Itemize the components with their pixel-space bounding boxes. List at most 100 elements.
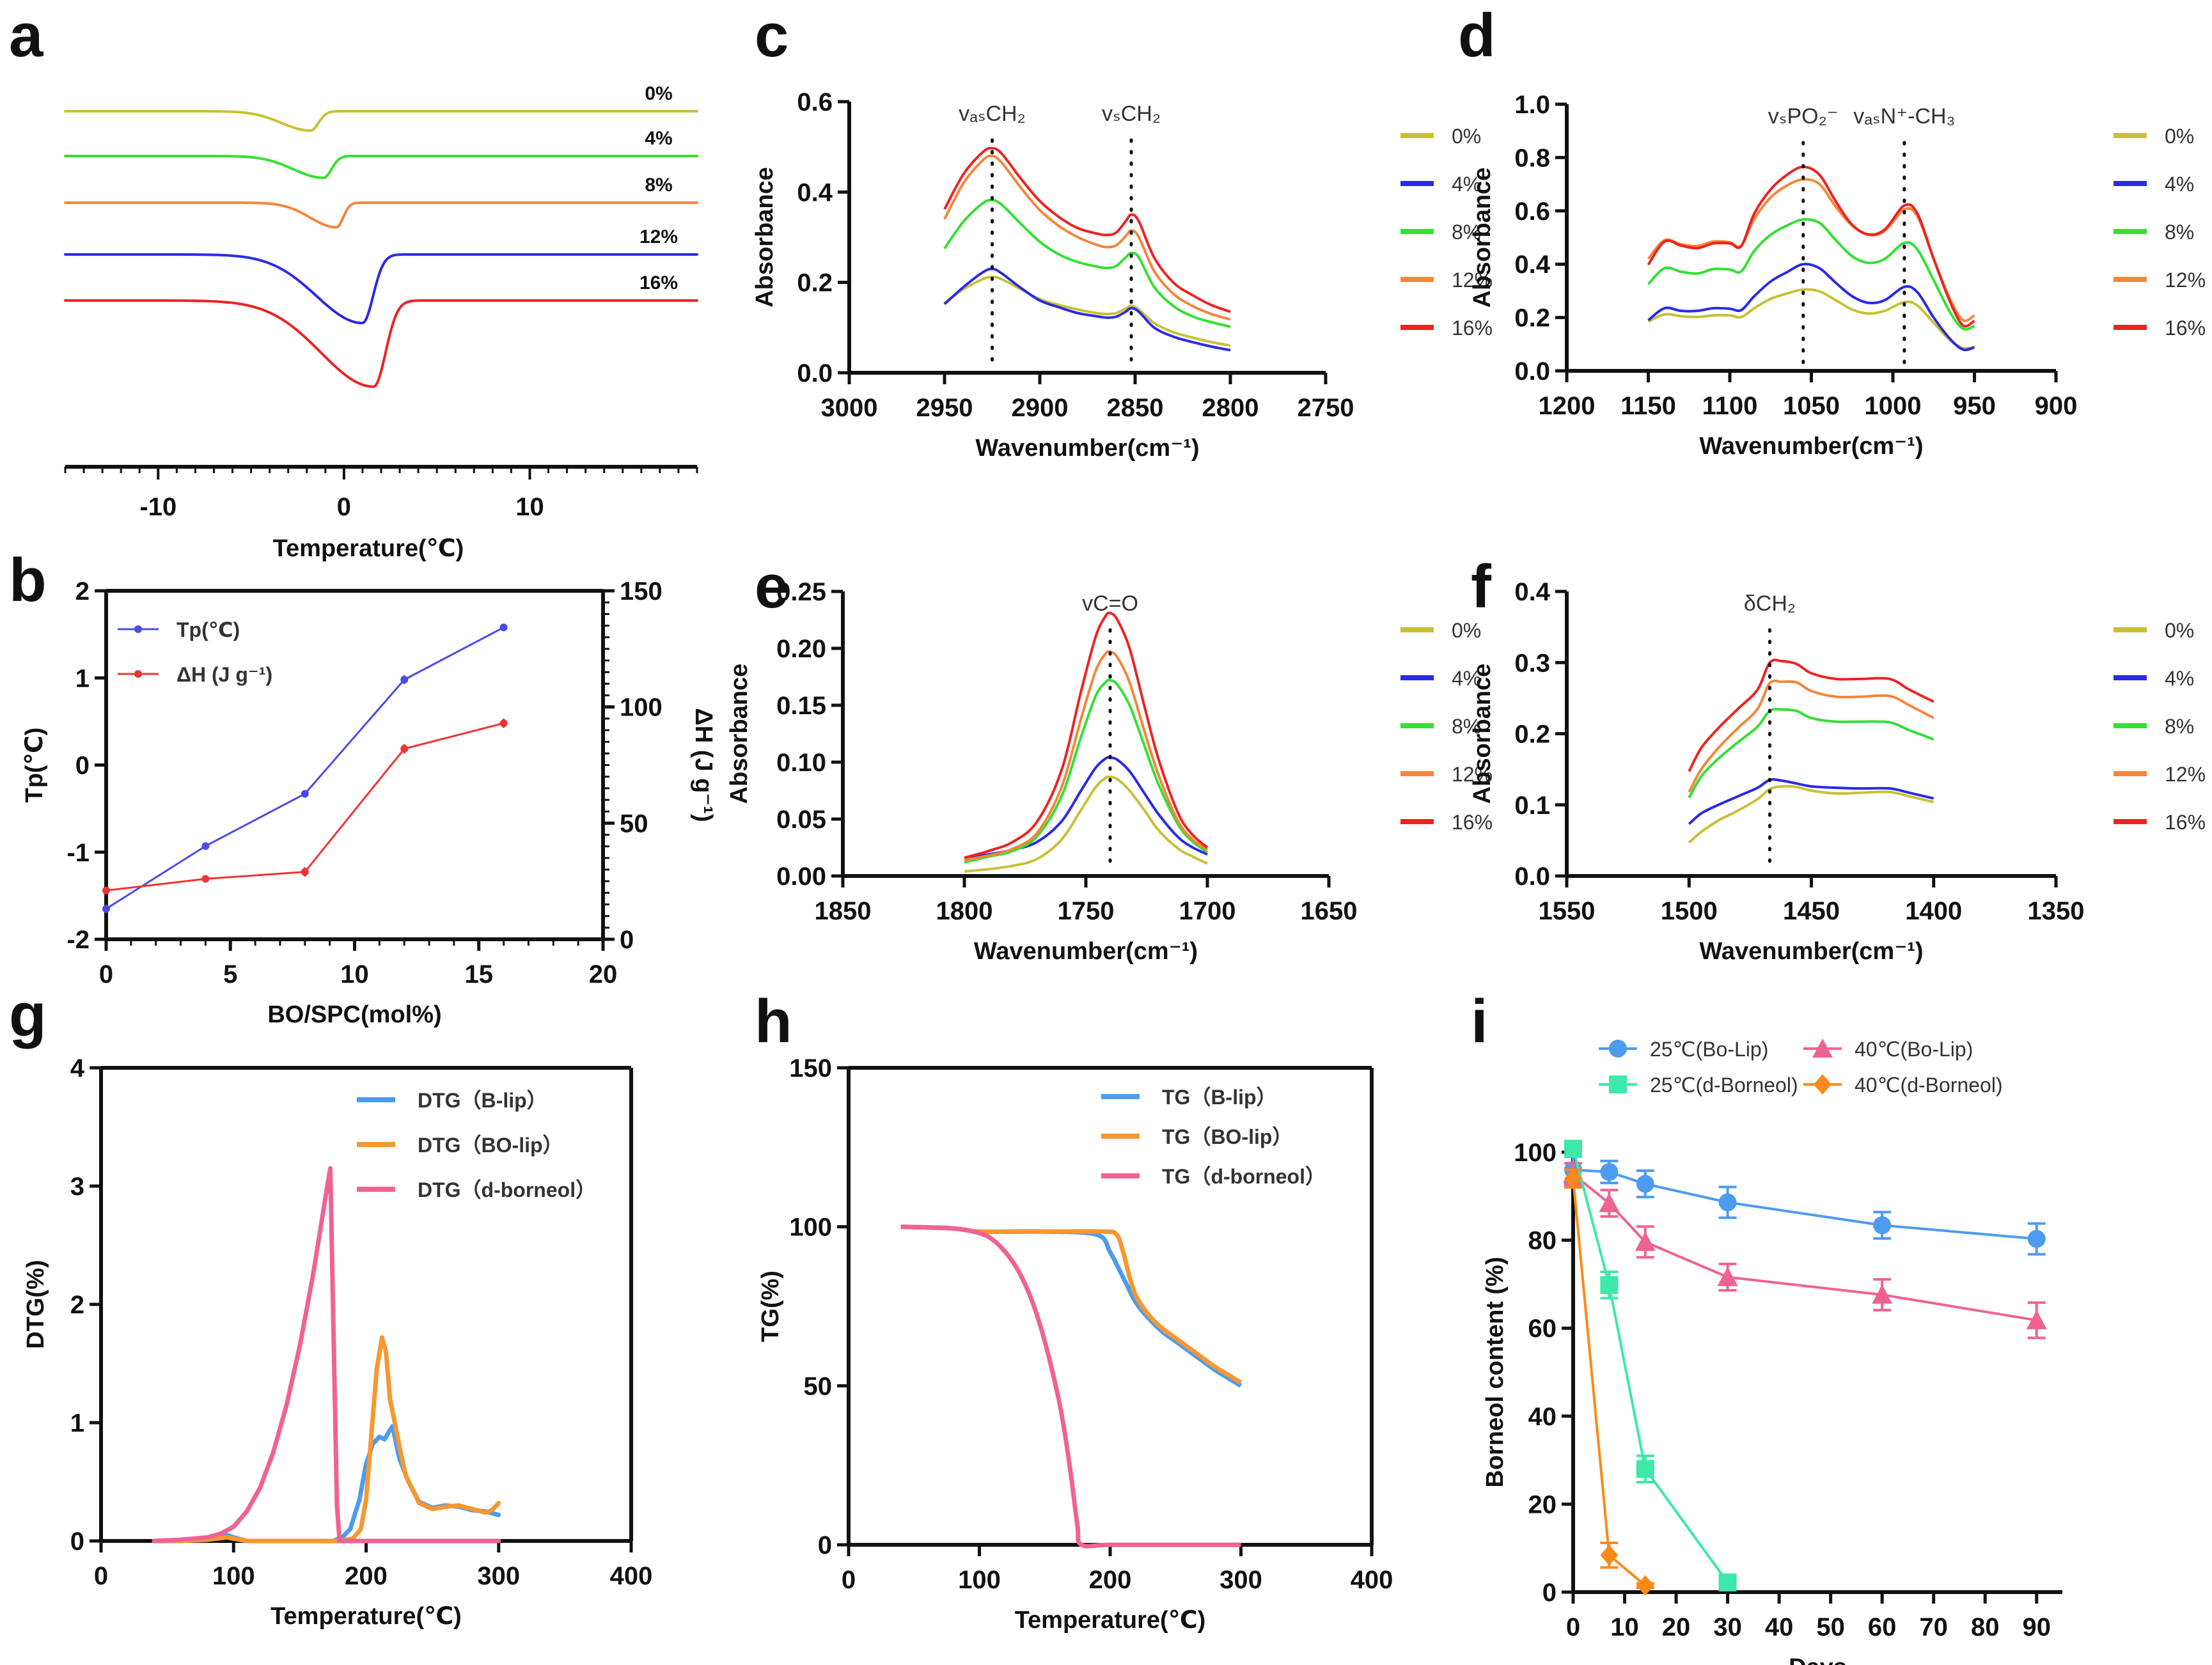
y-axis-title: DTG(%) — [22, 1260, 49, 1348]
x-tick-label: 0 — [1566, 1613, 1580, 1641]
data-point — [400, 745, 409, 753]
y-tick-label: 0.1 — [1514, 792, 1550, 820]
dsc-curve-4pct — [64, 155, 698, 180]
legend-label: 4% — [1452, 667, 1481, 690]
y-tick-label: 0.2 — [797, 269, 833, 297]
marker-diamond — [1814, 1074, 1832, 1095]
marker-diamond — [1600, 1545, 1619, 1566]
marker-square — [1564, 1139, 1582, 1158]
spectrum-12pct — [1647, 178, 1975, 322]
y-tick-label: 40 — [1528, 1403, 1557, 1431]
x-tick-label: 100 — [212, 1562, 255, 1590]
x-tick-label: 1000 — [1865, 392, 1922, 420]
panel-letter-a: a — [9, 1, 43, 70]
data-point — [201, 875, 210, 883]
legend-label: 4% — [1452, 173, 1481, 196]
x-tick-label: 1750 — [1058, 897, 1115, 925]
legend-c: 0% 4% 8% 12% 16% — [1400, 125, 1493, 340]
dsc-curve-0pct — [64, 110, 698, 132]
y-tick-label: 0 — [1542, 1579, 1557, 1607]
data-point — [499, 719, 508, 728]
x-tick-label: 1350 — [2028, 897, 2085, 925]
y-right-tick-label: 150 — [620, 577, 663, 606]
y-tick-label: 150 — [789, 1054, 832, 1083]
series-line-1 — [1572, 1173, 2038, 1322]
x-tick-label: 10 — [1610, 1613, 1639, 1641]
marker-circle — [1718, 1193, 1737, 1212]
spectrum-0pct — [943, 276, 1231, 347]
legend-label: 4% — [2165, 173, 2194, 196]
spectrum-16pct — [1688, 659, 1934, 772]
legend-label: DTG（B-lip） — [418, 1089, 547, 1112]
spectrum-12pct — [964, 650, 1209, 862]
legend-marker — [134, 670, 142, 678]
x-tick-label: 0 — [94, 1562, 108, 1590]
legend-f: 0% 4% 8% 12% 16% — [2114, 619, 2206, 834]
x-tick-label: 60 — [1868, 1613, 1897, 1641]
legend-label: 40℃(d-Borneol) — [1855, 1074, 2003, 1097]
x-tick-label: 2950 — [916, 394, 973, 422]
y-axis-title: Absorbance — [1469, 168, 1496, 308]
marker-diamond — [1636, 1575, 1654, 1596]
y-tick-label: 0.0 — [1514, 357, 1550, 386]
marker-square — [1636, 1460, 1654, 1478]
panel-f-axes: 1550 1500 1450 1400 1350 0.0 0.1 0.2 0.3 0.4 Waven… — [1469, 578, 2084, 965]
x-tick-label: 1500 — [1661, 897, 1718, 925]
legend-label: 16% — [1452, 317, 1493, 340]
spectrum-16pct — [943, 146, 1231, 313]
x-tick-label: 5 — [223, 960, 237, 989]
marker-square — [1609, 1075, 1627, 1093]
y-tick-label: 4 — [70, 1054, 85, 1083]
data-point — [400, 675, 409, 684]
y-tick-label: 1 — [75, 664, 90, 692]
y-right-tick-label: 100 — [620, 694, 663, 722]
tg-curve-2 — [900, 1224, 1241, 1549]
legend-d: 0% 4% 8% 12% 16% — [2114, 125, 2206, 340]
x-tick-label: 10 — [515, 493, 544, 521]
spectrum-8pct — [1647, 217, 1975, 331]
panel-d-axes: 1200 1150 1100 1050 1000 950 900 0.0 0.2 0.4 0.6 0.… — [1469, 91, 2077, 460]
panel-h-series: TG（B-lip） TG（BO-lip） TG（d-borneol） — [900, 1086, 1326, 1549]
y-tick-label: 0.6 — [1514, 198, 1550, 226]
y-axis-title: Absorbance — [726, 664, 753, 804]
panel-b-chart: 0 50 100 150 ΔH (J g⁻¹) Tp(℃) ΔH (J g⁻¹) — [102, 577, 717, 954]
x-tick-label: 300 — [1220, 1566, 1262, 1594]
peak-annotation: vₛPO₂⁻ — [1768, 104, 1839, 129]
x-tick-label: 900 — [2035, 392, 2078, 420]
legend-label: 12% — [2165, 763, 2206, 786]
data-point — [102, 886, 110, 895]
x-tick-label: 1850 — [815, 897, 872, 925]
legend-label: 0% — [1452, 619, 1481, 642]
y-tick-label: 0.2 — [1514, 304, 1550, 332]
panel-a-chart: -10 0 10 Temperature(℃) 0% 4% 8% 12% 16% — [64, 83, 698, 562]
x-tick-label: 2800 — [1202, 394, 1259, 422]
x-tick-label: 1550 — [1539, 897, 1596, 925]
panel-b-axes: 0 5 10 15 20 -2 -1 0 1 2 BO/SPC(mol%) Tp(℃) — [21, 577, 617, 1028]
y-right-tick-label: 0 — [620, 926, 634, 954]
spectrum-16pct — [964, 611, 1209, 859]
panel-e-axes: 1850 1800 1750 1700 1650 0.00 0.05 0.10 0.15 0.20… — [726, 578, 1357, 965]
spectrum-8pct — [1688, 708, 1934, 799]
x-axis-title: Temperature(℃) — [271, 1603, 462, 1630]
spectrum-0pct — [964, 775, 1208, 873]
marker-triangle — [2026, 1309, 2047, 1329]
marker-triangle — [1872, 1284, 1893, 1304]
series-label: 0% — [645, 83, 672, 104]
x-tick-label: 300 — [477, 1562, 520, 1590]
y-tick-label: 0.00 — [776, 863, 826, 891]
y-tick-label: 1 — [70, 1409, 84, 1437]
y-axis-title: TG(%) — [757, 1270, 784, 1342]
series-label: 12% — [639, 226, 678, 247]
legend-h: TG（B-lip） TG（BO-lip） TG（d-borneol） — [1101, 1086, 1326, 1188]
dtg-curve-0 — [152, 1424, 501, 1544]
legend-label: 16% — [2165, 811, 2206, 834]
legend-label: 0% — [2165, 619, 2194, 642]
x-axis-title: Temperature(℃) — [1015, 1607, 1206, 1634]
dsc-curve-12pct — [64, 253, 698, 325]
legend-label: TG（d-borneol） — [1162, 1165, 1326, 1188]
spectrum-8pct — [964, 678, 1209, 864]
x-tick-label: 200 — [345, 1562, 388, 1590]
x-tick-label: 2900 — [1012, 394, 1069, 422]
marker-triangle — [1635, 1231, 1656, 1251]
